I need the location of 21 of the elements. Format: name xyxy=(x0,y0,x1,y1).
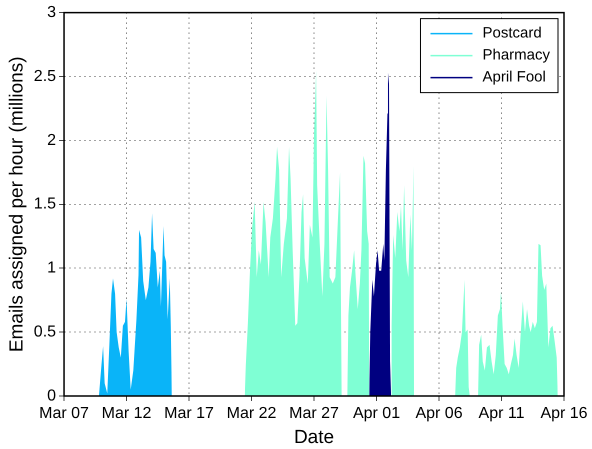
legend-label: April Fool xyxy=(482,68,546,86)
y-tick-label: 0.5 xyxy=(34,324,56,341)
y-tick-label: 0 xyxy=(47,387,56,404)
y-tick-label: 3 xyxy=(47,4,56,22)
x-tick-label: Mar 22 xyxy=(226,405,277,422)
x-tick-label: Mar 12 xyxy=(102,405,152,422)
legend-label: Pharmacy xyxy=(482,46,550,64)
x-tick-label: Apr 01 xyxy=(352,405,400,422)
x-tick-label: Apr 16 xyxy=(540,405,588,422)
y-tick-label: 2.5 xyxy=(34,68,56,85)
x-axis-title: Date xyxy=(294,426,334,448)
legend-label: Postcard xyxy=(482,24,542,42)
y-tick-label: 2 xyxy=(47,132,56,149)
y-tick-label: 1.5 xyxy=(34,196,56,213)
x-tick-label: Mar 27 xyxy=(289,405,340,422)
y-tick-label: 1 xyxy=(47,260,56,277)
x-tick-label: Mar 17 xyxy=(164,405,214,422)
y-axis-title: Emails assigned per hour (millions) xyxy=(6,56,28,352)
x-tick-label: Apr 06 xyxy=(415,405,463,422)
x-tick-label: Apr 11 xyxy=(478,405,525,422)
x-tick-label: Mar 07 xyxy=(39,405,90,422)
